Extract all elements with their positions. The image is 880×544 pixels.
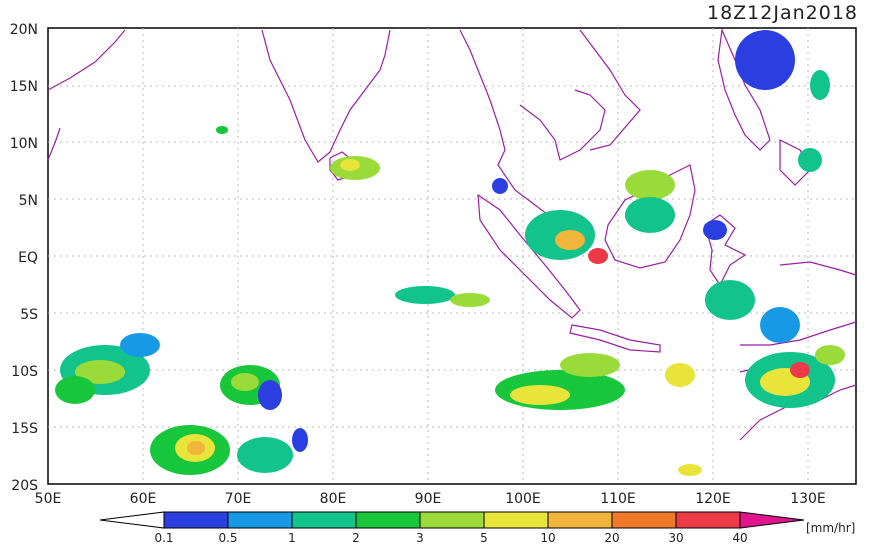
lat-label: 10S: [11, 364, 38, 380]
longitude-labels: 50E 60E 70E 80E 90E 100E 110E 120E 130E: [35, 491, 826, 507]
colorbar-tick-label: 5: [480, 531, 488, 544]
map-timestamp-title: 18Z12Jan2018: [706, 2, 858, 24]
colorbar-swatch: [547, 511, 613, 529]
grid-lines: [48, 28, 856, 484]
colorbar-tick-label: 0.5: [218, 531, 237, 544]
colorbar-tick-label: 0.1: [154, 531, 173, 544]
colorbar-swatch: [611, 511, 677, 529]
lat-label: 5N: [19, 193, 38, 209]
colorbar-swatch: [483, 511, 549, 529]
lon-label: 110E: [600, 491, 636, 507]
lon-label: 50E: [35, 491, 62, 507]
lat-label: 15S: [11, 421, 38, 437]
colorbar-swatch: [419, 511, 485, 529]
lon-label: 130E: [790, 491, 826, 507]
lat-label: 20N: [10, 22, 38, 38]
latitude-labels: 20N 15N 10N 5N EQ 5S 10S 15S 20S: [10, 22, 38, 494]
colorbar-unit: [mm/hr]: [806, 521, 855, 535]
precipitation-field: [55, 30, 845, 476]
colorbar-tick-label: 40: [732, 531, 747, 544]
colorbar-tick-label: 30: [668, 531, 683, 544]
colorbar-tick-label: 2: [352, 531, 360, 544]
colorbar-tick-label: 10: [540, 531, 555, 544]
lon-label: 120E: [695, 491, 731, 507]
colorbar-swatch: [355, 511, 421, 529]
lon-label: 80E: [320, 491, 347, 507]
lat-label: 10N: [10, 136, 38, 152]
lon-label: 90E: [415, 491, 442, 507]
lon-label: 100E: [505, 491, 541, 507]
colorbar-swatch: [675, 511, 741, 529]
colorbar-tick-label: 20: [604, 531, 619, 544]
lat-label: EQ: [18, 250, 38, 266]
colorbar-high-arrow: [739, 511, 805, 529]
colorbar-low-arrow: [99, 511, 165, 529]
coastlines: [47, 27, 857, 441]
colorbar: 0.1 0.5 1 2 3 5 10 20 30 40 [mm/hr]: [99, 511, 855, 544]
lat-label: 20S: [11, 478, 38, 494]
colorbar-tick-label: 1: [288, 531, 296, 544]
colorbar-swatch: [291, 511, 357, 529]
colorbar-swatch: [227, 511, 293, 529]
lon-label: 60E: [130, 491, 157, 507]
lat-label: 5S: [20, 307, 38, 323]
colorbar-swatch: [163, 511, 229, 529]
colorbar-tick-label: 3: [416, 531, 424, 544]
lat-label: 15N: [10, 79, 38, 95]
lon-label: 70E: [225, 491, 252, 507]
